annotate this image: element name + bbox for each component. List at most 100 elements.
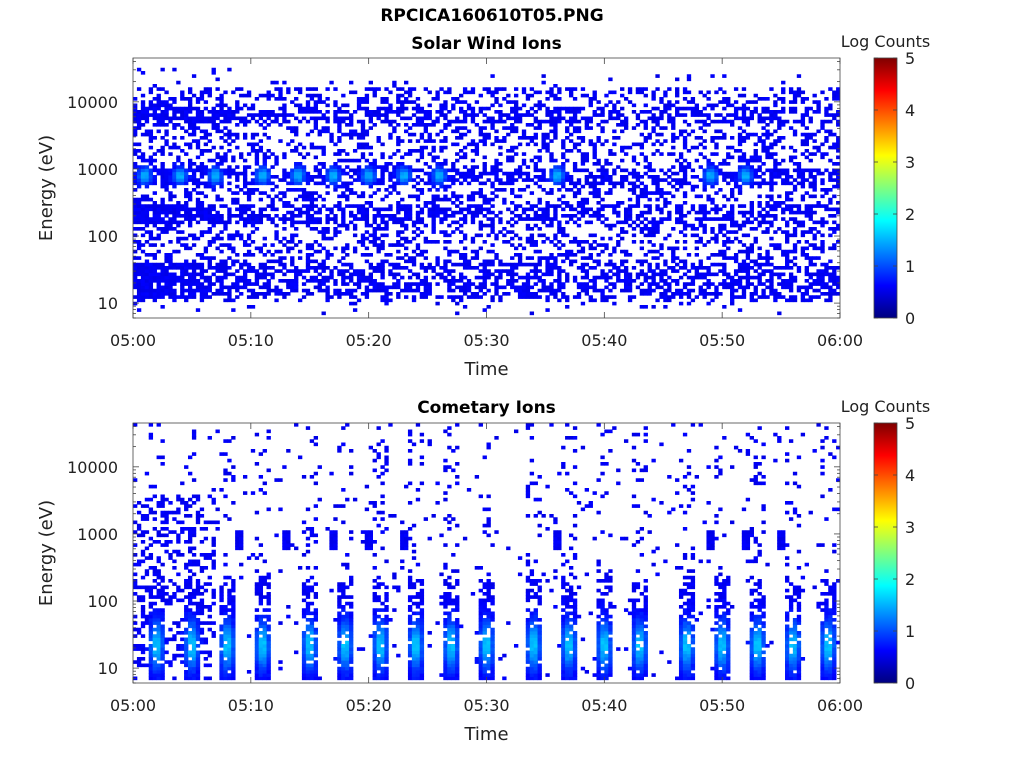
heatmap-cell [447, 168, 452, 173]
heatmap-cell [372, 162, 377, 166]
heatmap-cell [639, 214, 645, 218]
heatmap-cell [349, 191, 354, 195]
heatmap-cell [152, 292, 157, 296]
heatmap-cell [447, 175, 452, 179]
heatmap-cell [309, 129, 315, 134]
heatmap-cell [294, 149, 299, 153]
heatmap-cell [600, 165, 605, 169]
heatmap-cell [647, 165, 652, 169]
heatmap-cell [364, 217, 370, 221]
heatmap-cell [341, 282, 346, 286]
heatmap-cell [231, 113, 236, 117]
heatmap-cell [415, 123, 421, 127]
heatmap-cell [195, 155, 201, 160]
heatmap-cell [682, 223, 688, 228]
heatmap-cell [459, 194, 464, 199]
heatmap-cell [400, 178, 405, 182]
heatmap-cell [321, 145, 326, 150]
heatmap-cell [737, 136, 743, 140]
heatmap-cell [176, 165, 181, 169]
heatmap-cell [698, 288, 703, 293]
heatmap-cell [250, 266, 256, 270]
heatmap-cell [549, 288, 554, 293]
heatmap-cell [148, 100, 154, 104]
heatmap-cell [282, 175, 287, 179]
heatmap-cell [411, 282, 417, 286]
heatmap-cell [242, 119, 248, 124]
heatmap-cell [592, 149, 597, 153]
heatmap-cell [400, 204, 405, 208]
heatmap-cell [498, 262, 503, 267]
heatmap-cell [482, 214, 487, 218]
heatmap-cell [635, 184, 641, 189]
heatmap-cell [235, 100, 240, 104]
heatmap-cell [423, 126, 428, 130]
heatmap-cell [235, 269, 240, 273]
heatmap-cell [690, 227, 696, 231]
heatmap-cell [565, 249, 570, 254]
heatmap-cell [211, 145, 216, 150]
heatmap-cell [623, 126, 629, 130]
heatmap-cell [203, 168, 209, 173]
heatmap-cell [549, 152, 554, 156]
heatmap-cell [702, 168, 707, 173]
heatmap-cell [788, 272, 794, 277]
heatmap-cell [592, 97, 597, 101]
heatmap-cell [423, 275, 428, 280]
heatmap-cell [517, 214, 523, 218]
heatmap-cell [297, 181, 303, 186]
heatmap-cell [761, 217, 766, 221]
heatmap-cell [242, 181, 248, 186]
heatmap-cell [180, 116, 185, 121]
heatmap-cell [172, 165, 177, 169]
heatmap-cell [730, 188, 735, 192]
heatmap-cell [242, 275, 248, 280]
heatmap-cell [164, 184, 169, 189]
heatmap-cell [466, 106, 472, 111]
heatmap-cell [396, 233, 401, 238]
heatmap-cell [187, 126, 193, 130]
heatmap-cell [152, 158, 157, 163]
heatmap-cell [659, 152, 664, 156]
heatmap-cell [545, 119, 550, 124]
heatmap-cell [663, 106, 668, 111]
heatmap-cell [415, 175, 421, 179]
heatmap-cell [133, 240, 138, 244]
heatmap-cell [741, 210, 747, 215]
heatmap-cell [726, 113, 731, 117]
heatmap-cell [250, 132, 256, 137]
heatmap-cell [136, 285, 142, 290]
heatmap-cell [133, 188, 138, 192]
heatmap-cell [513, 266, 519, 270]
heatmap-cell [235, 197, 240, 202]
heatmap-cell [156, 171, 161, 176]
heatmap-cell [305, 259, 311, 264]
heatmap-cell [604, 298, 609, 303]
heatmap-cell [297, 269, 303, 273]
heatmap-cell [333, 184, 338, 189]
heatmap-cell [423, 249, 428, 254]
heatmap-cell [686, 74, 692, 78]
heatmap-cell [396, 207, 401, 212]
heatmap-cell [612, 129, 617, 134]
heatmap-cell [502, 126, 507, 130]
heatmap-cell [749, 207, 754, 212]
heatmap-cell [722, 240, 727, 244]
heatmap-cell [541, 145, 546, 150]
heatmap-cell [435, 301, 440, 306]
heatmap-cell [184, 298, 189, 303]
heatmap-cell [549, 191, 554, 195]
heatmap-cell [270, 165, 275, 169]
heatmap-cell [737, 210, 743, 215]
heatmap-cell [486, 116, 491, 121]
heatmap-cell [635, 116, 641, 121]
heatmap-cell [231, 282, 236, 286]
heatmap-cell [148, 155, 154, 160]
heatmap-cell [191, 175, 197, 179]
heatmap-cell [580, 249, 586, 254]
heatmap-cell [136, 204, 142, 208]
heatmap-cell [553, 292, 558, 296]
heatmap-cell [180, 288, 185, 293]
heatmap-cell [313, 210, 319, 215]
heatmap-cell [600, 204, 605, 208]
